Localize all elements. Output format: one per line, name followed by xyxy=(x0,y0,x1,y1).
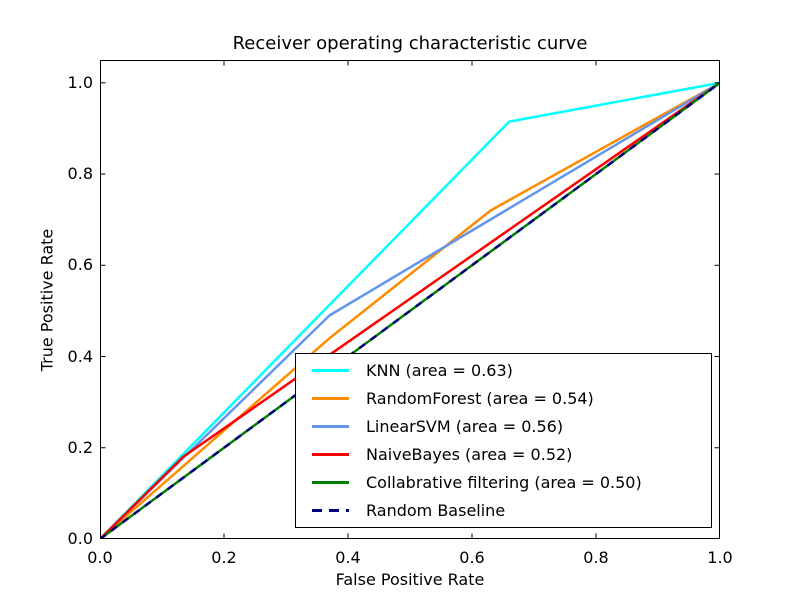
legend-swatch-random-forest xyxy=(312,397,349,401)
y-tick-label-0.4: 0.4 xyxy=(67,346,93,366)
y-tick-label-0.2: 0.2 xyxy=(67,437,93,457)
chart-title: Receiver operating characteristic curve xyxy=(232,33,588,54)
x-tick-label-0.4: 0.4 xyxy=(335,548,361,567)
series-line-naive-bayes xyxy=(100,81,720,539)
x-tick-label-0.6: 0.6 xyxy=(459,548,485,567)
legend-swatch-knn xyxy=(312,369,349,373)
legend-label-random-baseline: Random Baseline xyxy=(366,500,506,520)
series-line-random-baseline xyxy=(100,81,720,539)
x-axis-label: False Positive Rate xyxy=(335,570,485,589)
legend-box: KNN (area = 0.63) RandomForest (area = 0.… xyxy=(295,353,712,528)
legend-label-naive-bayes: NaiveBayes (area = 0.52) xyxy=(366,444,573,464)
legend-entry-random-baseline: Random Baseline xyxy=(296,501,711,520)
y-tick-label-0.8: 0.8 xyxy=(67,164,93,184)
x-tick-label-1.0: 1.0 xyxy=(707,548,733,567)
legend-label-knn: KNN (area = 0.63) xyxy=(366,361,513,381)
y-tick-label-0.6: 0.6 xyxy=(67,255,93,275)
legend-entry-collaborative-filtering: Collabrative filtering (area = 0.50) xyxy=(296,473,711,492)
legend-entry-random-forest: RandomForest (area = 0.54) xyxy=(296,389,711,408)
x-tick-label-0.2: 0.2 xyxy=(211,548,237,567)
series-line-knn xyxy=(100,81,720,539)
legend-entry-naive-bayes: NaiveBayes (area = 0.52) xyxy=(296,445,711,464)
legend-label-linear-svm: LinearSVM (area = 0.56) xyxy=(366,417,564,437)
legend-label-random-forest: RandomForest (area = 0.54) xyxy=(366,389,594,409)
y-tick-label-1.0: 1.0 xyxy=(67,72,93,92)
series-line-random-forest xyxy=(100,81,720,539)
legend-swatch-collaborative-filtering xyxy=(312,480,349,484)
axes-spines xyxy=(100,60,720,539)
legend-label-collaborative-filtering: Collabrative filtering (area = 0.50) xyxy=(366,472,642,492)
x-tick-label-0.8: 0.8 xyxy=(583,548,609,567)
legend-entry-linear-svm: LinearSVM (area = 0.56) xyxy=(296,417,711,436)
x-tick-label-0.0: 0.0 xyxy=(87,548,113,567)
legend-swatch-random-baseline xyxy=(312,508,349,512)
legend-swatch-naive-bayes xyxy=(312,452,349,456)
legend-swatch-linear-svm xyxy=(312,425,349,429)
y-tick-label-0.0: 0.0 xyxy=(67,529,93,548)
plot-area xyxy=(100,60,720,539)
legend-entry-knn: KNN (area = 0.63) xyxy=(296,361,711,380)
